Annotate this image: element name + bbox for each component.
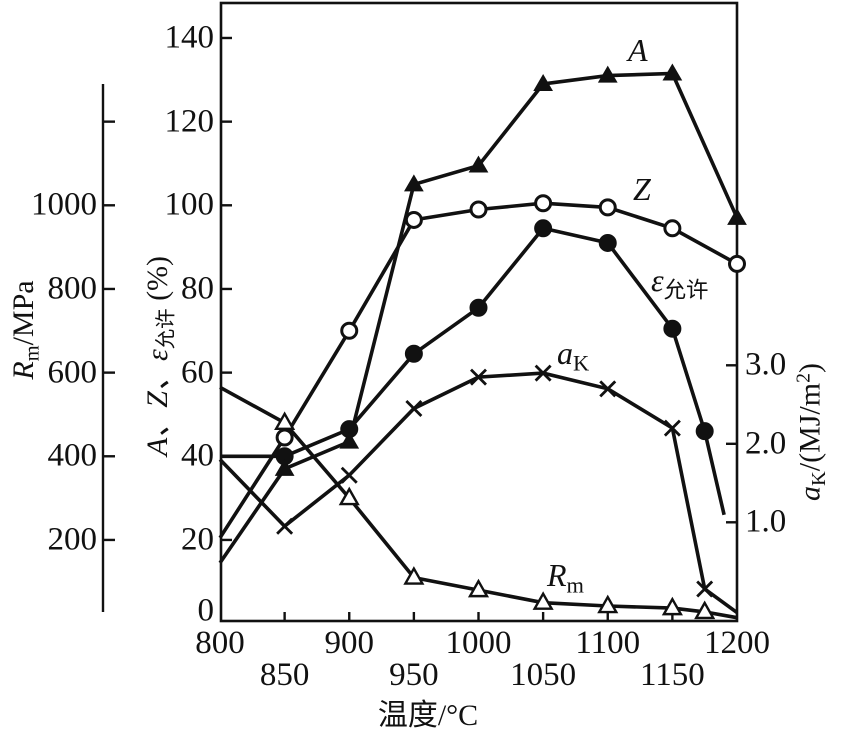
x-tick-label: 1000 xyxy=(445,625,512,661)
series-label-A: A xyxy=(628,32,648,68)
series-line-A xyxy=(218,71,739,564)
marker-circle-filled xyxy=(598,233,617,252)
right-axis-title: aK/(MJ/m2) xyxy=(792,363,831,501)
x-tick-label: 1150 xyxy=(639,657,705,693)
pct-tick-label: 140 xyxy=(164,19,215,56)
ak-axis-subscript: K xyxy=(808,471,831,486)
marker-triangle-filled xyxy=(727,207,747,225)
marker-triangle-filled xyxy=(339,431,360,449)
marker-triangle-filled xyxy=(274,458,295,476)
marker-triangle-open xyxy=(661,596,683,616)
pct-tick-label: 60 xyxy=(181,354,214,391)
marker-triangle-open xyxy=(532,591,554,610)
marker-triangle-open xyxy=(403,566,425,585)
marker-circle-filled xyxy=(534,219,553,238)
marker-x xyxy=(340,466,358,484)
x-tick-label: 1200 xyxy=(704,625,770,661)
rm-tick-label: 200 xyxy=(47,521,98,558)
x-axis-title: 温度/°C xyxy=(377,699,479,732)
left-inner-axis-title: A、Z、ε允许 (%) xyxy=(140,255,178,457)
rm-axis-symbol: R xyxy=(6,361,40,380)
marker-circle-open xyxy=(534,194,553,213)
marker-x xyxy=(276,517,294,535)
series-line-aK xyxy=(218,371,739,615)
marker-circle-open xyxy=(469,200,488,219)
marker-circle-open xyxy=(598,198,617,217)
ak-axis-unit-close: ) xyxy=(793,363,827,374)
series-line-eps xyxy=(220,226,726,516)
pct-tick-label: 40 xyxy=(181,437,214,474)
x-tick-label: 900 xyxy=(324,625,375,661)
marker-circle-filled xyxy=(663,319,682,338)
rm-axis-unit: /MPa xyxy=(6,280,40,346)
pct-axis-subscript: 允许 xyxy=(155,308,178,350)
ak-axis-superscript: 2 xyxy=(792,373,815,383)
x-tick-label: 950 xyxy=(389,657,439,693)
rm-tick-label: 800 xyxy=(47,270,98,307)
pct-tick-label: 20 xyxy=(181,521,214,558)
marker-triangle-filled xyxy=(404,174,424,192)
ak-axis-unit: /(MJ/m xyxy=(793,382,827,472)
marker-circle-open xyxy=(340,321,359,340)
marker-x xyxy=(599,380,617,398)
marker-x xyxy=(696,580,714,598)
marker-circle-filled xyxy=(469,298,488,317)
marker-circle-open xyxy=(275,428,294,447)
marker-circle-filled xyxy=(404,344,423,363)
marker-x xyxy=(405,399,423,417)
marker-circle-open xyxy=(663,219,682,238)
rm-tick-label: 1000 xyxy=(31,186,97,223)
ak-tick-label: 1.0 xyxy=(745,503,787,540)
rm-tick-label: 600 xyxy=(47,354,98,391)
marker-triangle-filled xyxy=(533,73,553,91)
pct-axis-symbols: A、Z、ε xyxy=(140,349,174,457)
rm-axis-subscript: m xyxy=(21,345,44,362)
ak-tick-label: 3.0 xyxy=(745,346,787,383)
marker-triangle-open xyxy=(338,486,360,506)
marker-x xyxy=(663,419,681,437)
x-tick-label: 850 xyxy=(259,657,310,693)
marker-triangle-open xyxy=(694,600,716,620)
marker-circle-filled xyxy=(695,422,714,441)
rm-tick-label: 400 xyxy=(47,437,98,474)
marker-x xyxy=(534,364,552,382)
pct-tick-label: 0 xyxy=(197,592,215,629)
marker-circle-open xyxy=(728,254,746,273)
marker-circle-open xyxy=(404,210,423,229)
pct-axis-unit: (%) xyxy=(140,255,174,309)
marker-triangle-filled xyxy=(662,63,683,81)
x-tick-label: 1050 xyxy=(510,657,577,693)
marker-triangle-open xyxy=(597,594,619,614)
left-outer-axis-title: Rm/MPa xyxy=(6,280,44,380)
marker-triangle-filled xyxy=(468,155,489,173)
series-line-Z xyxy=(218,201,738,539)
series-label-Z: Z xyxy=(633,171,651,207)
marker-triangle-filled xyxy=(597,65,618,83)
x-tick-label: 800 xyxy=(195,625,245,661)
pct-tick-label: 80 xyxy=(181,270,214,307)
x-tick-label: 1100 xyxy=(575,625,641,661)
marker-triangle-open xyxy=(467,578,490,598)
series-label-aK: aK xyxy=(557,335,590,376)
pct-tick-label: 100 xyxy=(164,186,215,223)
series-label-Rm: Rm xyxy=(547,557,584,598)
ak-axis-symbol: a xyxy=(793,485,827,501)
marker-x xyxy=(470,368,487,386)
series-label-eps: ε允许 xyxy=(651,262,709,303)
series-line-Rm xyxy=(219,385,738,620)
ak-tick-label: 2.0 xyxy=(745,425,787,462)
pct-tick-label: 120 xyxy=(164,103,215,140)
